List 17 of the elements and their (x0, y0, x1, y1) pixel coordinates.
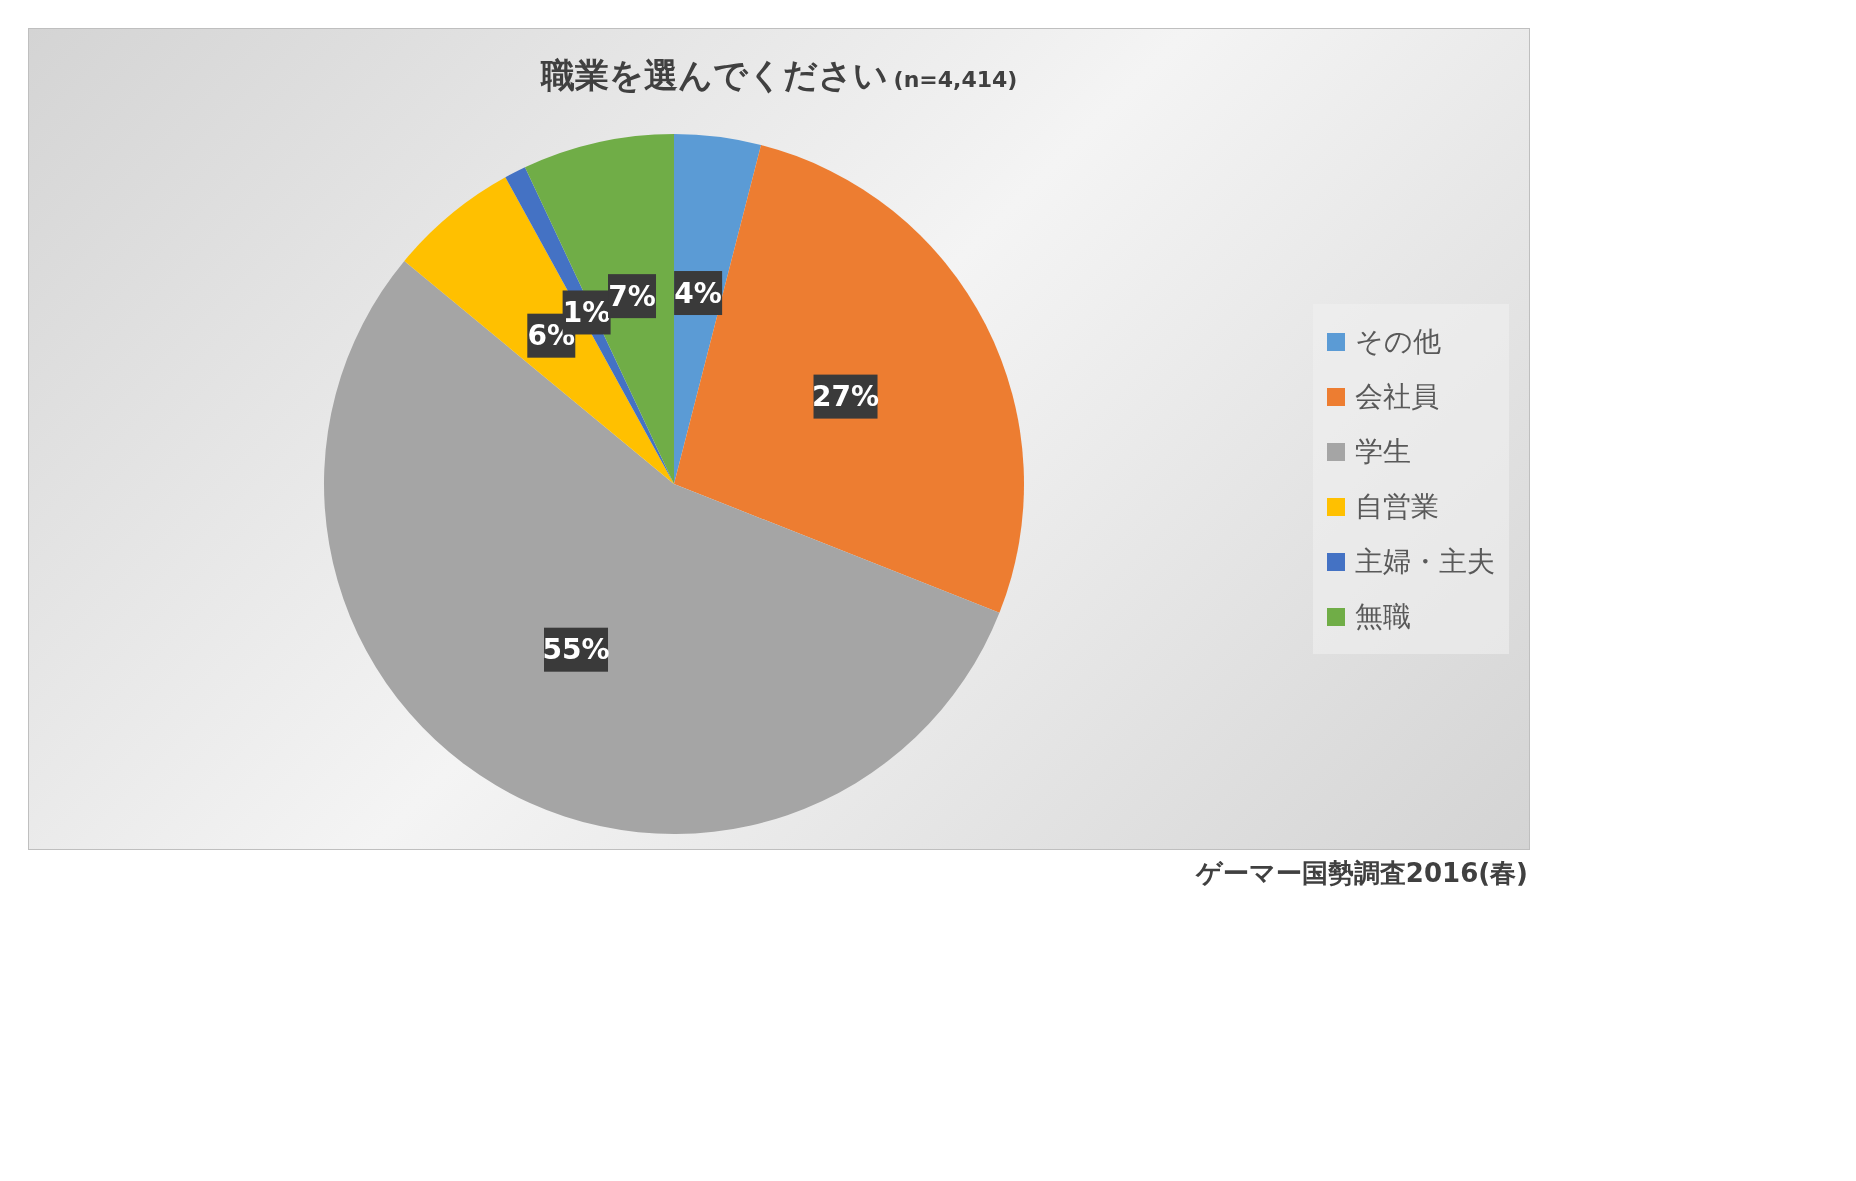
chart-subtitle: (n=4,414) (893, 67, 1018, 92)
legend-label: 自営業 (1355, 489, 1439, 525)
legend-label: その他 (1355, 324, 1441, 360)
data-label: 4% (674, 276, 722, 310)
text: ゲーマー国勢調査2016(春) (1195, 858, 1528, 888)
pie-slice (674, 145, 1024, 613)
legend-label: 学生 (1355, 434, 1411, 470)
chart-title: 職業を選んでください (540, 55, 888, 95)
pie-slice (524, 134, 674, 484)
data-label: 27% (812, 380, 880, 414)
pie-slice (404, 177, 674, 484)
legend-label: 会社員 (1355, 379, 1439, 415)
data-label: 55% (542, 633, 610, 667)
legend-label: 無職 (1355, 599, 1411, 635)
pie-slice (324, 260, 1000, 834)
legend-label: 主婦・主夫 (1355, 544, 1495, 580)
data-label: 7% (608, 279, 656, 313)
